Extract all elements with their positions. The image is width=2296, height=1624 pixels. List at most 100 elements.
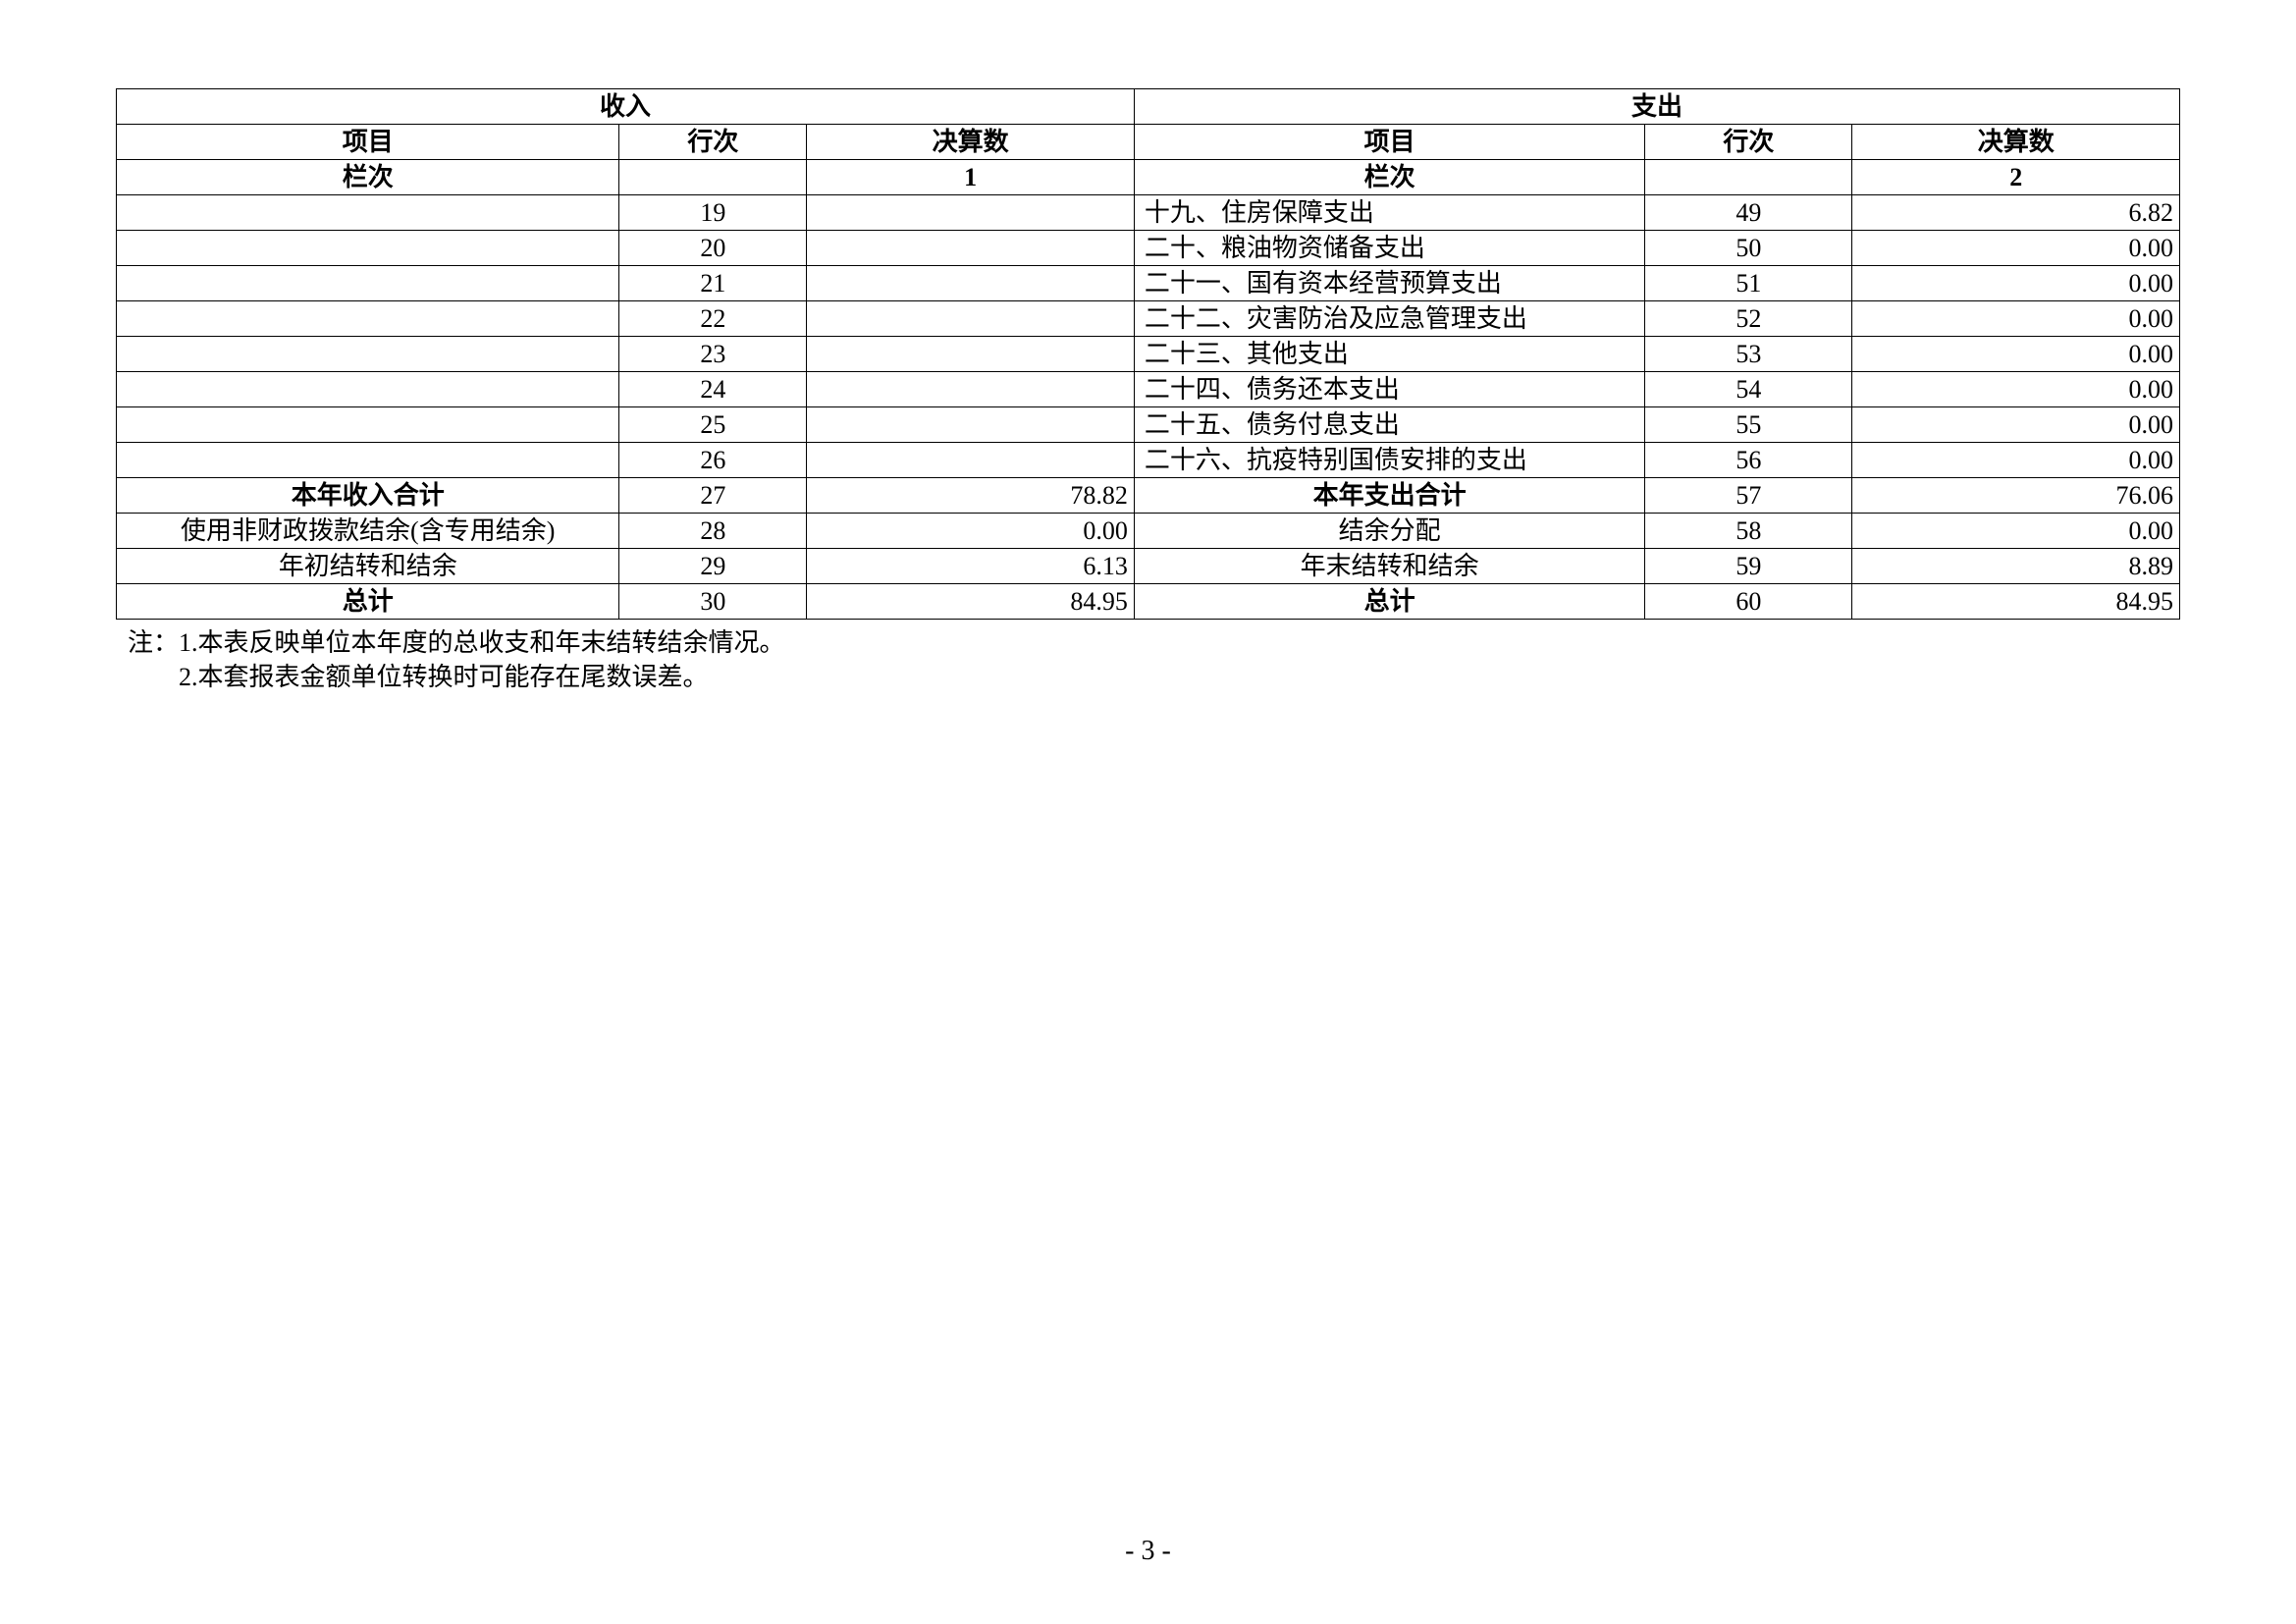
expense-final-colno: 2 xyxy=(1852,160,2180,195)
income-lineno-header: 行次 xyxy=(619,125,807,160)
income-item-cell: 本年收入合计 xyxy=(117,478,619,514)
expense-line-cell: 53 xyxy=(1645,337,1852,372)
expense-value-cell: 0.00 xyxy=(1852,301,2180,337)
income-value-cell: 84.95 xyxy=(807,584,1135,620)
income-item-cell xyxy=(117,195,619,231)
expense-item-cell: 总计 xyxy=(1134,584,1644,620)
expense-item-cell: 二十四、债务还本支出 xyxy=(1134,372,1644,407)
table-row: 总计3084.95总计6084.95 xyxy=(117,584,2180,620)
income-line-cell: 30 xyxy=(619,584,807,620)
table-row: 23二十三、其他支出530.00 xyxy=(117,337,2180,372)
table-row: 年初结转和结余296.13年末结转和结余598.89 xyxy=(117,549,2180,584)
income-value-cell: 78.82 xyxy=(807,478,1135,514)
income-line-cell: 21 xyxy=(619,266,807,301)
expense-line-cell: 59 xyxy=(1645,549,1852,584)
header-row-groups: 收入 支出 xyxy=(117,89,2180,125)
expense-line-cell: 58 xyxy=(1645,514,1852,549)
expense-value-cell: 0.00 xyxy=(1852,407,2180,443)
header-row-cols: 项目 行次 决算数 项目 行次 决算数 xyxy=(117,125,2180,160)
income-item-cell xyxy=(117,231,619,266)
table-row: 21 二十一、国有资本经营预算支出510.00 xyxy=(117,266,2180,301)
income-item-cell xyxy=(117,372,619,407)
expense-item-header: 项目 xyxy=(1134,125,1644,160)
income-item-header: 项目 xyxy=(117,125,619,160)
expense-value-cell: 8.89 xyxy=(1852,549,2180,584)
expense-line-cell: 52 xyxy=(1645,301,1852,337)
finance-table: 收入 支出 项目 行次 决算数 项目 行次 决算数 栏次 1 栏次 2 19 十九… xyxy=(116,88,2180,620)
income-line-cell: 24 xyxy=(619,372,807,407)
table-row: 19 十九、住房保障支出496.82 xyxy=(117,195,2180,231)
income-line-cell: 19 xyxy=(619,195,807,231)
expense-line-cell: 55 xyxy=(1645,407,1852,443)
expense-value-cell: 6.82 xyxy=(1852,195,2180,231)
income-line-cell: 22 xyxy=(619,301,807,337)
expense-value-cell: 0.00 xyxy=(1852,372,2180,407)
expense-group-header: 支出 xyxy=(1134,89,2179,125)
income-column-label: 栏次 xyxy=(117,160,619,195)
expense-item-cell: 年末结转和结余 xyxy=(1134,549,1644,584)
table-body: 19十九、住房保障支出496.8220二十、粮油物资储备支出500.0021二十… xyxy=(117,195,2180,620)
footnote-1: 注：1.本表反映单位本年度的总收支和年末结转结余情况。 xyxy=(128,625,2180,660)
table-row: 本年收入合计2778.82本年支出合计5776.06 xyxy=(117,478,2180,514)
income-value-cell xyxy=(807,337,1135,372)
income-item-cell xyxy=(117,443,619,478)
expense-item-cell: 二十六、抗疫特别国债安排的支出 xyxy=(1134,443,1644,478)
table-row: 26 二十六、抗疫特别国债安排的支出560.00 xyxy=(117,443,2180,478)
expense-item-cell: 二十五、债务付息支出 xyxy=(1134,407,1644,443)
income-item-cell: 使用非财政拨款结余(含专用结余) xyxy=(117,514,619,549)
expense-value-cell: 0.00 xyxy=(1852,337,2180,372)
expense-line-cell: 54 xyxy=(1645,372,1852,407)
expense-lineno-blank xyxy=(1645,160,1852,195)
expense-value-cell: 76.06 xyxy=(1852,478,2180,514)
expense-line-cell: 50 xyxy=(1645,231,1852,266)
expense-value-cell: 0.00 xyxy=(1852,443,2180,478)
expense-item-cell: 二十、粮油物资储备支出 xyxy=(1134,231,1644,266)
income-final-colno: 1 xyxy=(807,160,1135,195)
expense-item-cell: 二十一、国有资本经营预算支出 xyxy=(1134,266,1644,301)
footnote-2: 2.本套报表金额单位转换时可能存在尾数误差。 xyxy=(128,660,2180,694)
expense-value-cell: 84.95 xyxy=(1852,584,2180,620)
table-row: 22 二十二、灾害防治及应急管理支出520.00 xyxy=(117,301,2180,337)
header-row-colnos: 栏次 1 栏次 2 xyxy=(117,160,2180,195)
footnotes: 注：1.本表反映单位本年度的总收支和年末结转结余情况。 2.本套报表金额单位转换… xyxy=(116,625,2180,694)
table-row: 24 二十四、债务还本支出540.00 xyxy=(117,372,2180,407)
income-item-cell xyxy=(117,301,619,337)
expense-value-cell: 0.00 xyxy=(1852,266,2180,301)
expense-line-cell: 56 xyxy=(1645,443,1852,478)
expense-item-cell: 十九、住房保障支出 xyxy=(1134,195,1644,231)
expense-lineno-header: 行次 xyxy=(1645,125,1852,160)
income-value-cell xyxy=(807,407,1135,443)
income-line-cell: 25 xyxy=(619,407,807,443)
income-value-cell: 6.13 xyxy=(807,549,1135,584)
income-line-cell: 27 xyxy=(619,478,807,514)
income-group-header: 收入 xyxy=(117,89,1135,125)
income-value-cell: 0.00 xyxy=(807,514,1135,549)
income-value-cell xyxy=(807,443,1135,478)
expense-item-cell: 二十二、灾害防治及应急管理支出 xyxy=(1134,301,1644,337)
income-item-cell xyxy=(117,337,619,372)
expense-line-cell: 57 xyxy=(1645,478,1852,514)
income-line-cell: 29 xyxy=(619,549,807,584)
expense-item-cell: 结余分配 xyxy=(1134,514,1644,549)
expense-line-cell: 60 xyxy=(1645,584,1852,620)
expense-item-cell: 本年支出合计 xyxy=(1134,478,1644,514)
expense-final-header: 决算数 xyxy=(1852,125,2180,160)
income-value-cell xyxy=(807,266,1135,301)
income-line-cell: 20 xyxy=(619,231,807,266)
income-value-cell xyxy=(807,372,1135,407)
expense-value-cell: 0.00 xyxy=(1852,231,2180,266)
page: 收入 支出 项目 行次 决算数 项目 行次 决算数 栏次 1 栏次 2 19 十九… xyxy=(0,0,2296,1624)
income-final-header: 决算数 xyxy=(807,125,1135,160)
income-item-cell xyxy=(117,266,619,301)
income-value-cell xyxy=(807,231,1135,266)
expense-column-label: 栏次 xyxy=(1134,160,1644,195)
income-line-cell: 23 xyxy=(619,337,807,372)
expense-line-cell: 49 xyxy=(1645,195,1852,231)
expense-value-cell: 0.00 xyxy=(1852,514,2180,549)
table-row: 25 二十五、债务付息支出550.00 xyxy=(117,407,2180,443)
income-value-cell xyxy=(807,195,1135,231)
income-lineno-blank xyxy=(619,160,807,195)
income-line-cell: 26 xyxy=(619,443,807,478)
expense-line-cell: 51 xyxy=(1645,266,1852,301)
income-item-cell: 总计 xyxy=(117,584,619,620)
